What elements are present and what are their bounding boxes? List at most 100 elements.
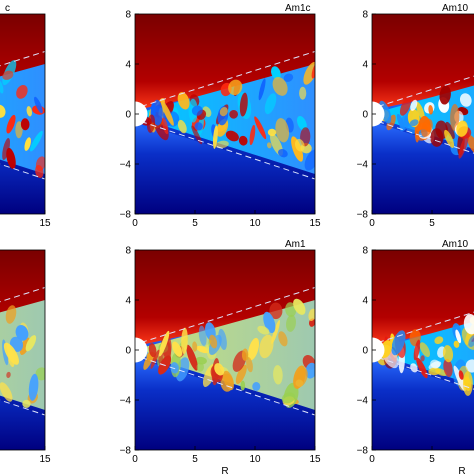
turbulence-blob	[443, 358, 453, 378]
x-tick-label: 0	[132, 218, 138, 229]
turbulence-blob	[434, 336, 444, 344]
panel-4-frame	[0, 249, 46, 451]
turbulence-blob	[421, 118, 433, 137]
y-tick-label: −4	[120, 396, 132, 407]
upper-dashed-line	[140, 287, 315, 343]
lower-dashed-line	[0, 399, 45, 416]
turbulence-blob	[195, 356, 207, 365]
turbulence-blob	[20, 118, 30, 131]
turbulence-blob	[275, 118, 290, 143]
turbulence-blob	[15, 325, 29, 341]
turbulence-blob	[223, 370, 235, 391]
turbulence-blob	[146, 114, 156, 133]
x-tick-label: 5	[192, 218, 198, 229]
turbulence-blob	[458, 370, 464, 380]
panel-2-title: Am1c	[285, 3, 311, 14]
turbulence-blob	[229, 109, 238, 119]
y-tick-label: −8	[120, 446, 132, 457]
panel-6: Am10 0 5 8 4 0 −4 −8 R	[357, 239, 474, 474]
y-tick-label: −4	[357, 160, 369, 171]
y-tick-label: 0	[362, 110, 368, 121]
turbulence-blob	[445, 121, 455, 140]
lower-dashed-line	[377, 357, 474, 390]
x-tick-label: 10	[249, 454, 261, 465]
lower-dashed-line	[140, 357, 315, 416]
turbulence-blob	[249, 124, 256, 146]
turbulence-blob	[160, 100, 174, 126]
turbulence-blob	[413, 339, 421, 361]
turbulence-blob	[267, 128, 277, 137]
turbulence-blob	[177, 119, 187, 134]
lower-wedge	[135, 121, 315, 214]
turbulence-blob	[209, 334, 218, 349]
turbulence-blob	[456, 120, 468, 137]
turbulence-blob	[391, 330, 406, 356]
x-tick-label: 0	[369, 218, 375, 229]
x-tick-label: 15	[39, 218, 51, 229]
turbulence-blob	[264, 93, 277, 115]
upper-wedge	[135, 14, 315, 111]
panel-1-field	[0, 14, 45, 214]
turbulence-blob	[304, 149, 315, 171]
central-object-disc	[372, 337, 382, 363]
turbulence-blob	[0, 80, 4, 94]
x-tick-label: 15	[309, 454, 321, 465]
lower-wedge	[372, 121, 474, 214]
turbulence-blob	[273, 365, 283, 385]
turbulence-blob	[170, 362, 179, 374]
turbulence-blob	[238, 135, 248, 146]
panel-6-xlabel: R	[458, 466, 465, 474]
panel-6-title: Am10	[442, 239, 469, 250]
turbulence-blob	[5, 305, 17, 324]
turbulence-blob	[430, 359, 441, 369]
y-tick-label: 0	[125, 346, 131, 357]
turbulence-blob	[396, 113, 405, 130]
turbulence-blob	[305, 362, 315, 379]
turbulence-blob	[399, 97, 412, 116]
y-tick-label: 4	[362, 296, 368, 307]
turbulence-blob	[294, 138, 305, 152]
turbulent-wedge	[143, 64, 315, 174]
turbulence-blob	[177, 92, 190, 110]
turbulence-blob	[15, 121, 23, 139]
turbulence-blob	[299, 86, 307, 100]
turbulence-blob	[35, 367, 45, 381]
y-tick-label: 4	[125, 296, 131, 307]
panel-5-xlabel: R	[221, 466, 228, 474]
turbulence-blob	[293, 298, 306, 315]
turbulence-blob	[247, 337, 260, 361]
turbulence-blob	[158, 330, 170, 357]
panel-6-field	[372, 250, 474, 450]
y-tick-label: 8	[362, 10, 368, 21]
lower-dashed-line	[0, 163, 45, 180]
turbulence-blob	[428, 105, 434, 115]
panel-2-field	[135, 14, 315, 214]
x-tick-label: 0	[132, 454, 138, 465]
turbulence-blob	[35, 164, 44, 179]
turbulence-blob	[295, 367, 308, 388]
central-object-disc	[135, 337, 145, 363]
panel-3-title: Am10	[442, 3, 469, 14]
turbulence-blob	[2, 138, 11, 160]
turbulence-blob	[6, 114, 16, 134]
y-tick-label: 8	[125, 10, 131, 21]
turbulence-blob	[6, 147, 16, 169]
y-tick-label: 4	[125, 60, 131, 71]
panel-3-field	[372, 14, 474, 214]
turbulence-blob	[26, 106, 33, 117]
turbulence-blob	[463, 314, 474, 335]
turbulence-blob	[194, 122, 203, 131]
turbulence-blob	[410, 99, 418, 111]
turbulence-blob	[278, 331, 288, 347]
turbulence-blob	[259, 334, 274, 359]
x-tick-label: 5	[429, 454, 435, 465]
turbulence-blob	[30, 130, 43, 152]
panel-6-frame	[371, 249, 474, 451]
turbulence-blob	[257, 325, 270, 335]
upper-wedge	[372, 250, 474, 347]
turbulence-blob	[278, 149, 288, 158]
turbulence-blob	[415, 101, 425, 120]
upper-dashed-line	[140, 51, 315, 107]
y-tick-label: 0	[362, 346, 368, 357]
x-tick-label: 5	[429, 218, 435, 229]
